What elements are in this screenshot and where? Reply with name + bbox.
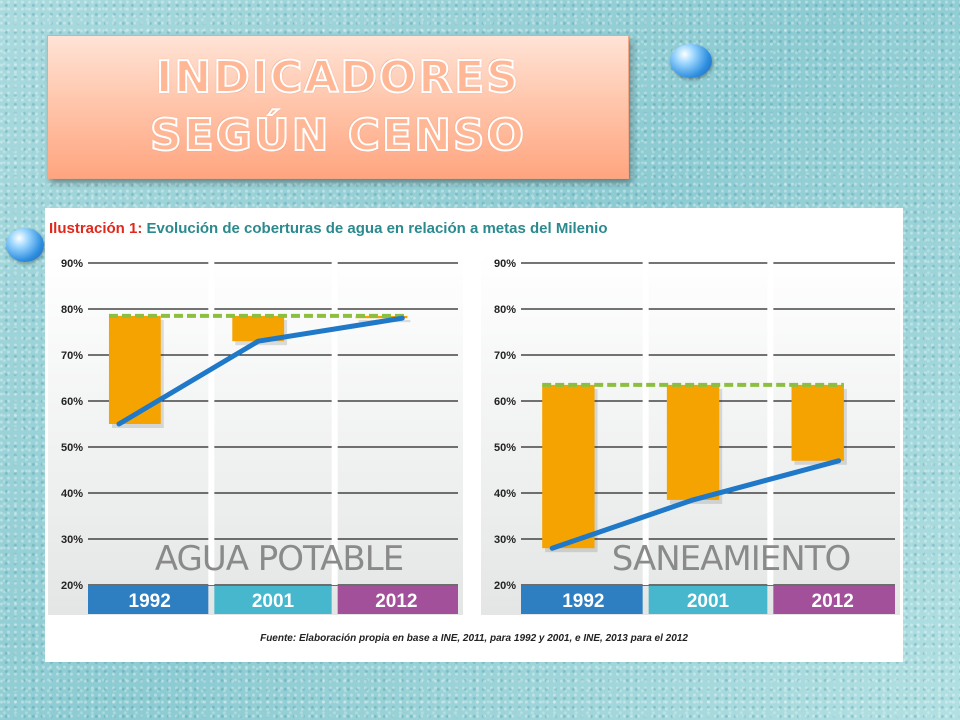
coverage-line xyxy=(549,458,842,551)
y-tick-label: 20% xyxy=(61,580,83,592)
x-tick-label: 2001 xyxy=(687,591,730,612)
x-tick-label: 1992 xyxy=(129,591,171,612)
y-tick-label: 30% xyxy=(494,534,516,546)
y-tick-label: 70% xyxy=(494,350,516,362)
coverage-line xyxy=(116,315,405,427)
x-tick-label: 2012 xyxy=(812,591,854,612)
year-band xyxy=(88,586,209,614)
x-tick-label: 2012 xyxy=(375,591,417,612)
figure-caption: Ilustración 1: Evolución de coberturas d… xyxy=(49,220,608,237)
y-tick-label: 90% xyxy=(494,258,516,270)
gap-bar xyxy=(355,315,408,319)
year-band xyxy=(648,586,768,614)
figure-caption-text: Evolución de coberturas de agua en relac… xyxy=(146,220,608,237)
year-band xyxy=(214,586,332,614)
year-band xyxy=(337,586,458,614)
y-tick-label: 70% xyxy=(61,350,83,362)
gap-bar xyxy=(791,384,844,461)
y-tick-label: 30% xyxy=(61,534,83,546)
chart-svg: 20% 30% 40% 50% 60% 70% 80% 90% AGUA POTABLE 1992… xyxy=(48,253,900,615)
y-tick-label: 20% xyxy=(494,580,516,592)
y-tick-label: 90% xyxy=(61,258,83,270)
y-tick-label: 80% xyxy=(61,304,83,316)
panel-background xyxy=(48,253,463,615)
panel-label: SANEAMIENTO xyxy=(612,539,850,579)
chart-figure: Ilustración 1: Evolución de coberturas d… xyxy=(45,208,903,662)
bubble-icon xyxy=(670,44,712,78)
y-tick-label: 50% xyxy=(61,442,83,454)
y-tick-label: 80% xyxy=(494,304,516,316)
slide-title: INDICADORES SEGÚN CENSO xyxy=(149,51,526,162)
y-tick-label: 40% xyxy=(61,488,83,500)
gap-bar xyxy=(542,384,595,549)
gap-bar xyxy=(108,315,161,424)
year-band xyxy=(521,586,643,614)
gap-bar xyxy=(666,384,720,500)
figure-label: Ilustración 1: xyxy=(49,220,143,237)
y-tick-label: 50% xyxy=(494,442,516,454)
slide-title-box: INDICADORES SEGÚN CENSO xyxy=(47,35,629,179)
panel-label: AGUA POTABLE xyxy=(155,539,403,579)
y-tick-label: 40% xyxy=(494,488,516,500)
x-tick-label: 1992 xyxy=(562,591,604,612)
y-tick-label: 60% xyxy=(494,396,516,408)
figure-source: Fuente: Elaboración propia en base a INE… xyxy=(260,633,688,644)
y-tick-label: 60% xyxy=(61,396,83,408)
x-tick-label: 2001 xyxy=(252,591,295,612)
year-band xyxy=(773,586,895,614)
bubble-icon xyxy=(6,228,44,262)
